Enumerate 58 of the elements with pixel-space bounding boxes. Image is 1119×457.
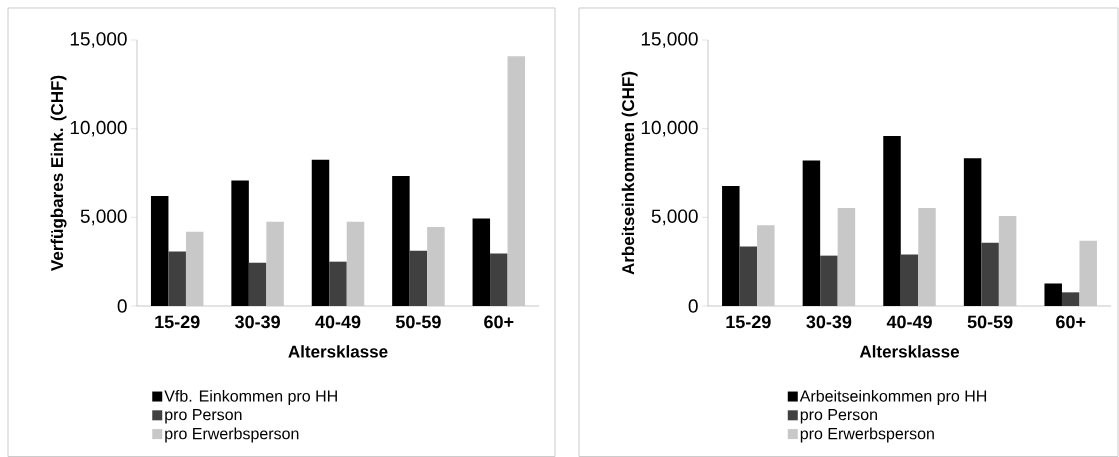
bar [837, 208, 856, 306]
x-axis-title: Altersklasse [288, 345, 388, 358]
y-tick-label: 5,000 [80, 209, 127, 226]
bar [472, 218, 491, 306]
bar [346, 221, 365, 306]
bar [918, 208, 936, 306]
bar [427, 227, 445, 306]
bar [248, 262, 267, 306]
bar [963, 158, 982, 306]
y-axis-title: Verfügbares Eink. (CHF) [50, 75, 67, 271]
x-tick-label: 40-49 [886, 315, 932, 329]
y-tick-label: 10,000 [641, 120, 698, 137]
bar [311, 159, 330, 306]
bar [266, 221, 284, 306]
legend-label: pro Person [165, 409, 242, 424]
bar [820, 255, 838, 306]
legend-label: Vfb. Einkommen pro HH [164, 389, 337, 405]
bar [757, 225, 775, 306]
legend-label: pro Erwerbsperson [165, 427, 299, 443]
x-tick-label: 15-29 [155, 315, 200, 329]
x-tick-label: 60+ [484, 315, 514, 329]
bar [150, 196, 169, 306]
y-tick-label: 0 [117, 299, 127, 313]
x-tick-label: 50-59 [395, 315, 441, 329]
x-tick-label: 40-49 [315, 315, 361, 329]
x-tick-label: 60+ [1056, 315, 1086, 329]
y-tick-label: 15,000 [641, 32, 698, 48]
bar [1079, 240, 1097, 306]
x-tick-label: 50-59 [967, 315, 1013, 329]
x-tick-label: 30-39 [234, 315, 280, 329]
bar [507, 56, 526, 306]
y-tick-label: 10,000 [70, 120, 127, 137]
bar [231, 180, 249, 306]
bar [998, 216, 1017, 306]
bar [883, 136, 901, 306]
y-tick-label: 5,000 [651, 209, 698, 226]
y-axis-title: Arbeitseinkommen (CHF) [621, 71, 638, 275]
bar [168, 251, 186, 306]
y-tick-label: 15,000 [70, 32, 127, 48]
legend-label: pro Erwerbsperson [800, 427, 934, 443]
x-axis-title: Altersklasse [859, 345, 960, 358]
bar [900, 254, 919, 306]
bar [1061, 292, 1080, 306]
bar [981, 242, 999, 306]
bar [409, 250, 428, 306]
bar [739, 246, 758, 306]
y-tick-label: 0 [688, 299, 698, 313]
bar [392, 176, 410, 306]
bar [490, 253, 508, 306]
bar [1044, 283, 1062, 306]
bar [722, 186, 740, 306]
bar [329, 261, 347, 306]
bar [185, 231, 204, 306]
x-tick-label: 30-39 [806, 315, 852, 329]
legend-label: pro Person [800, 409, 877, 424]
legend-label: Arbeitseinkommen pro HH [799, 389, 987, 405]
x-tick-label: 15-29 [726, 315, 771, 329]
bar [802, 160, 821, 306]
